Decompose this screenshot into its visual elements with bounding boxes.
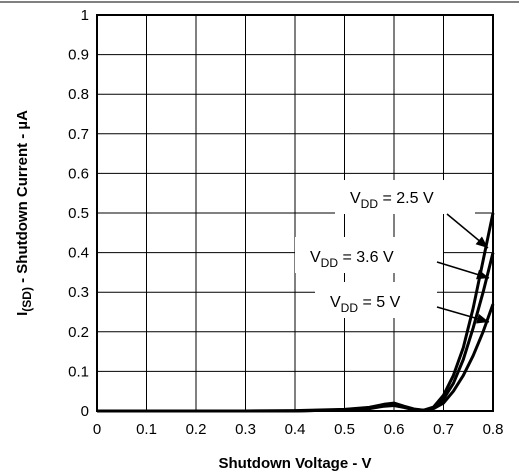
x-tick-label: 0.7 <box>433 421 454 438</box>
x-tick-label: 0.6 <box>384 421 405 438</box>
y-tick-label: 0.5 <box>68 205 89 222</box>
plot-frame <box>96 14 494 412</box>
y-tick-label: 0.9 <box>68 47 89 64</box>
y-tick-labels: 0 0.1 0.2 0.3 0.4 0.5 0.6 0.7 0.8 0.9 1 <box>68 7 89 420</box>
annotation-box <box>315 282 437 318</box>
x-tick-labels: 0 0.1 0.2 0.3 0.4 0.5 0.6 0.7 0.8 <box>93 421 504 438</box>
annotation-box <box>335 180 475 214</box>
y-axis-title-sub: (SD) <box>20 287 34 312</box>
arrowhead <box>475 236 488 248</box>
annotation-label: VDD = 2.5 V <box>350 190 434 211</box>
annotation-box <box>295 237 443 273</box>
y-tick-label: 0.4 <box>68 245 89 262</box>
y-axis-title-rest: - Shutdown Current - µA <box>14 110 31 287</box>
annotations: VDD = 2.5 V VDD = 3.6 V VDD = 5 V <box>295 180 490 324</box>
x-tick-label: 0.1 <box>136 421 157 438</box>
x-tick-label: 0.5 <box>334 421 355 438</box>
y-tick-label: 0 <box>81 403 89 420</box>
x-tick-label: 0.2 <box>186 421 207 438</box>
y-axis-title-main: I <box>14 312 31 316</box>
x-tick-label: 0.3 <box>235 421 256 438</box>
annotation-label: VDD = 3.6 V <box>310 249 394 270</box>
y-tick-label: 0.7 <box>68 126 89 143</box>
y-tick-label: 1 <box>81 7 89 24</box>
x-tick-label: 0.4 <box>285 421 306 438</box>
x-tick-label: 0 <box>93 421 101 438</box>
y-tick-label: 0.8 <box>68 86 89 103</box>
y-tick-label: 0.3 <box>68 284 89 301</box>
arrowhead <box>476 313 489 324</box>
y-tick-label: 0.6 <box>68 165 89 182</box>
y-axis-title: I(SD) - Shutdown Current - µA <box>14 110 34 316</box>
y-tick-label: 0.1 <box>68 363 89 380</box>
x-tick-label: 0.8 <box>483 421 504 438</box>
arrowhead <box>476 269 489 280</box>
y-tick-label: 0.2 <box>68 324 89 341</box>
x-axis-title: Shutdown Voltage - V <box>218 455 371 472</box>
annotation-label: VDD = 5 V <box>330 294 401 315</box>
